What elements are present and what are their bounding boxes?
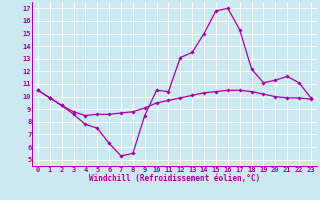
X-axis label: Windchill (Refroidissement éolien,°C): Windchill (Refroidissement éolien,°C): [89, 174, 260, 183]
